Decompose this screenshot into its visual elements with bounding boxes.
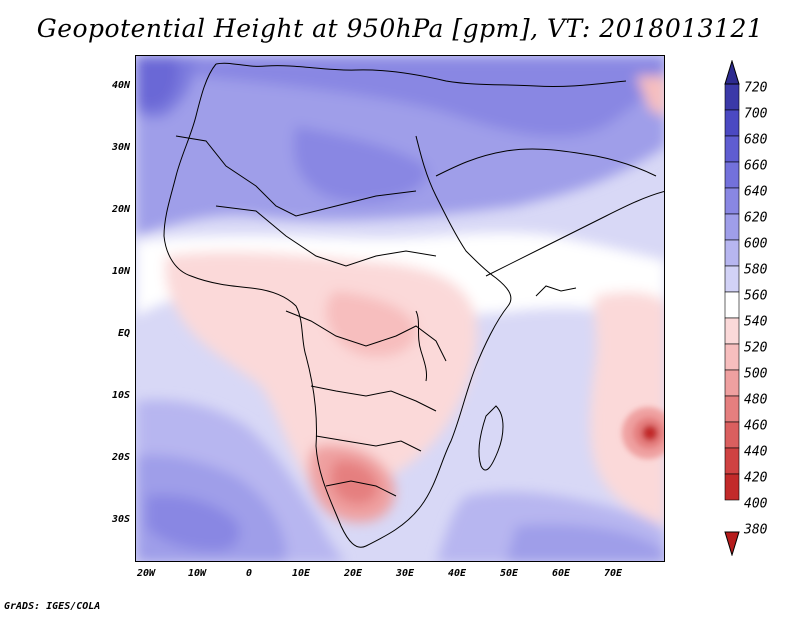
color-legend-cell bbox=[724, 473, 740, 501]
lon-label-10w: 10W bbox=[187, 568, 207, 579]
lon-label-60e: 60E bbox=[551, 568, 571, 579]
legend-label-620: 620 bbox=[744, 210, 768, 226]
lon-label-70e: 70E bbox=[603, 568, 623, 579]
color-legend-cell bbox=[724, 421, 740, 449]
lat-label-20s: 20S bbox=[111, 452, 130, 463]
legend-label-460: 460 bbox=[744, 418, 768, 434]
color-legend-cell bbox=[724, 109, 740, 137]
legend-label-680: 680 bbox=[744, 132, 768, 148]
lon-label-20w: 20W bbox=[136, 568, 156, 579]
lon-label-10e: 10E bbox=[291, 568, 311, 579]
color-legend-cell bbox=[724, 369, 740, 397]
color-legend-top-arrow bbox=[724, 60, 740, 85]
legend-label-600: 600 bbox=[744, 236, 768, 252]
legend-label-720: 720 bbox=[744, 80, 768, 96]
lat-label-eq: EQ bbox=[117, 328, 130, 339]
color-legend-bar bbox=[724, 60, 740, 556]
color-legend-cell bbox=[724, 265, 740, 293]
color-legend-cell bbox=[724, 239, 740, 267]
lat-label-30s: 30S bbox=[111, 514, 130, 525]
lon-label-30e: 30E bbox=[395, 568, 415, 579]
low-pressure-center bbox=[622, 407, 664, 459]
coastlines bbox=[163, 62, 664, 548]
color-legend-cell bbox=[724, 213, 740, 241]
lat-label-30n: 30N bbox=[111, 142, 130, 153]
color-legend-cell bbox=[724, 291, 740, 319]
color-legend-cell bbox=[724, 187, 740, 215]
legend-label-380: 380 bbox=[744, 522, 768, 538]
legend-label-400: 400 bbox=[744, 496, 768, 512]
color-legend-cell bbox=[724, 395, 740, 423]
lat-label-20n: 20N bbox=[111, 204, 130, 215]
lon-label-40e: 40E bbox=[447, 568, 467, 579]
color-legend-cell bbox=[724, 447, 740, 475]
color-legend-cell bbox=[724, 161, 740, 189]
legend-label-500: 500 bbox=[744, 366, 768, 382]
color-legend-bottom-arrow bbox=[724, 531, 740, 556]
lon-label-50e: 50E bbox=[499, 568, 519, 579]
legend-label-660: 660 bbox=[744, 158, 768, 174]
geopotential-map bbox=[136, 56, 664, 561]
legend-label-640: 640 bbox=[744, 184, 768, 200]
lat-label-10s: 10S bbox=[111, 390, 130, 401]
color-legend-cell bbox=[724, 343, 740, 371]
legend-label-440: 440 bbox=[744, 444, 768, 460]
legend-label-480: 480 bbox=[744, 392, 768, 408]
legend-label-540: 540 bbox=[744, 314, 768, 330]
legend-label-560: 560 bbox=[744, 288, 768, 304]
legend-label-420: 420 bbox=[744, 470, 768, 486]
color-legend-cell bbox=[724, 135, 740, 163]
legend-label-580: 580 bbox=[744, 262, 768, 278]
height-field bbox=[136, 56, 664, 561]
lat-label-40n: 40N bbox=[111, 80, 130, 91]
map-panel bbox=[135, 55, 665, 562]
lon-label-0: 0 bbox=[245, 568, 253, 579]
color-legend-cell bbox=[724, 317, 740, 345]
legend-label-700: 700 bbox=[744, 106, 768, 122]
map-title: Geopotential Height at 950hPa [gpm], VT:… bbox=[36, 14, 764, 43]
lon-label-20e: 20E bbox=[343, 568, 363, 579]
lat-label-10n: 10N bbox=[111, 266, 130, 277]
legend-label-520: 520 bbox=[744, 340, 768, 356]
color-legend-cell bbox=[724, 83, 740, 111]
software-credit: GrADS: IGES/COLA bbox=[4, 601, 101, 612]
